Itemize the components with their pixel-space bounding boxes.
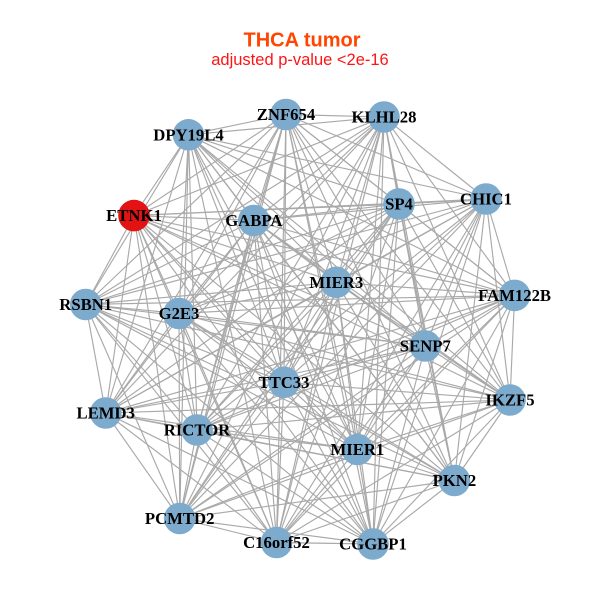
svg-text:KLHL28: KLHL28 xyxy=(352,108,417,127)
svg-text:PKN2: PKN2 xyxy=(433,471,477,490)
svg-text:DPY19L4: DPY19L4 xyxy=(153,125,224,144)
svg-text:MIER3: MIER3 xyxy=(309,273,363,292)
svg-text:TTC33: TTC33 xyxy=(259,373,310,392)
svg-text:PCMTD2: PCMTD2 xyxy=(145,509,215,528)
svg-text:adjusted p-value <2e-16: adjusted p-value <2e-16 xyxy=(211,51,389,69)
svg-text:RICTOR: RICTOR xyxy=(164,421,231,440)
svg-text:CHIC1: CHIC1 xyxy=(460,190,512,209)
svg-text:SP4: SP4 xyxy=(385,195,413,214)
svg-text:GABPA: GABPA xyxy=(225,211,282,230)
svg-text:C16orf52: C16orf52 xyxy=(243,533,310,552)
svg-text:SENP7: SENP7 xyxy=(400,337,451,356)
svg-text:G2E3: G2E3 xyxy=(159,304,200,323)
svg-text:FAM122B: FAM122B xyxy=(478,286,551,305)
svg-text:MIER1: MIER1 xyxy=(331,440,385,459)
svg-text:RSBN1: RSBN1 xyxy=(59,295,112,314)
svg-text:ZNF654: ZNF654 xyxy=(257,105,316,124)
svg-text:ETNK1: ETNK1 xyxy=(106,206,162,225)
svg-text:CGGBP1: CGGBP1 xyxy=(339,535,407,554)
svg-text:THCA tumor: THCA tumor xyxy=(243,30,360,52)
svg-text:IKZF5: IKZF5 xyxy=(485,391,534,410)
svg-text:LEMD3: LEMD3 xyxy=(76,404,134,423)
